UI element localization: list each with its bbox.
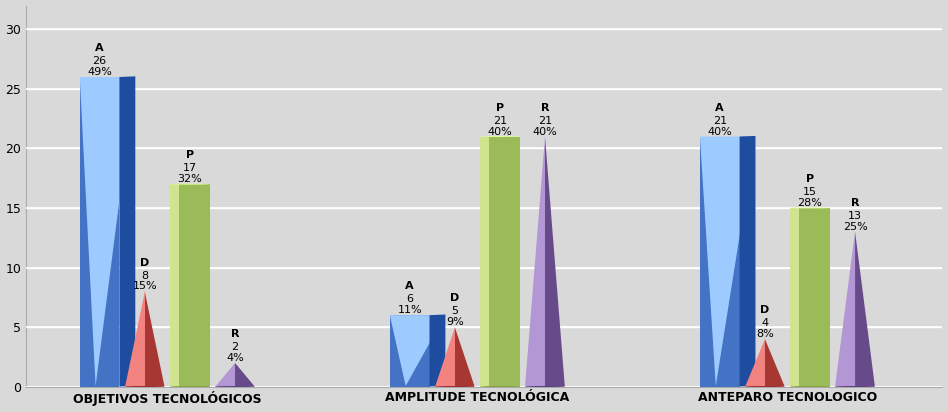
Ellipse shape (170, 184, 210, 185)
Polygon shape (700, 136, 756, 386)
Bar (390, 315, 429, 386)
Polygon shape (429, 314, 446, 386)
Text: 4: 4 (761, 318, 769, 328)
Ellipse shape (790, 207, 830, 208)
Ellipse shape (215, 386, 255, 387)
Text: 21: 21 (538, 116, 552, 126)
Text: 8%: 8% (756, 329, 774, 339)
Ellipse shape (745, 386, 785, 387)
Text: R: R (540, 103, 549, 113)
Polygon shape (119, 76, 136, 386)
Polygon shape (390, 314, 446, 386)
Bar (170, 184, 210, 386)
Ellipse shape (525, 386, 565, 387)
Bar (480, 136, 520, 386)
Text: A: A (406, 281, 414, 291)
Ellipse shape (435, 386, 475, 387)
Polygon shape (765, 339, 785, 386)
Ellipse shape (170, 386, 210, 387)
Bar (790, 208, 799, 386)
Text: 40%: 40% (707, 126, 732, 136)
Text: 6: 6 (406, 295, 413, 304)
Bar (170, 184, 179, 386)
Text: 17: 17 (183, 164, 197, 173)
Polygon shape (545, 136, 565, 386)
Polygon shape (835, 232, 855, 386)
Polygon shape (525, 136, 545, 386)
Polygon shape (855, 232, 875, 386)
Text: 15: 15 (803, 187, 817, 197)
Text: D: D (140, 258, 150, 267)
Polygon shape (145, 291, 165, 386)
Text: R: R (230, 329, 239, 339)
Text: P: P (496, 103, 504, 113)
Polygon shape (739, 136, 756, 386)
Text: 4%: 4% (226, 353, 244, 363)
Text: 5: 5 (451, 307, 458, 316)
Text: A: A (95, 43, 104, 53)
Text: P: P (186, 150, 193, 160)
Text: R: R (850, 198, 859, 208)
Text: 15%: 15% (133, 281, 157, 291)
Text: 28%: 28% (797, 198, 823, 208)
Text: 32%: 32% (177, 174, 202, 184)
Bar (480, 136, 489, 386)
Polygon shape (745, 339, 765, 386)
Text: P: P (806, 174, 814, 184)
Text: 49%: 49% (87, 67, 112, 77)
Bar (790, 208, 830, 386)
Text: 2: 2 (231, 342, 239, 352)
Text: 25%: 25% (843, 222, 867, 232)
Text: 40%: 40% (487, 126, 512, 136)
Ellipse shape (125, 386, 165, 387)
Polygon shape (235, 363, 255, 386)
Text: A: A (716, 103, 724, 113)
Polygon shape (125, 291, 145, 386)
Polygon shape (435, 327, 455, 386)
Polygon shape (215, 363, 235, 386)
Ellipse shape (790, 386, 830, 387)
Text: 40%: 40% (533, 126, 557, 136)
Ellipse shape (835, 386, 875, 387)
Text: 13: 13 (848, 211, 862, 221)
Text: 26: 26 (93, 56, 106, 66)
Text: 21: 21 (493, 116, 507, 126)
Text: 11%: 11% (397, 305, 422, 315)
Ellipse shape (480, 386, 520, 387)
Polygon shape (455, 327, 475, 386)
Text: D: D (450, 293, 460, 303)
Text: 9%: 9% (446, 317, 464, 327)
Bar (700, 136, 739, 386)
Text: 21: 21 (713, 116, 727, 126)
Ellipse shape (480, 136, 520, 137)
Bar (80, 77, 119, 386)
Text: D: D (760, 305, 770, 315)
Text: 8: 8 (141, 271, 148, 281)
Polygon shape (80, 76, 136, 386)
